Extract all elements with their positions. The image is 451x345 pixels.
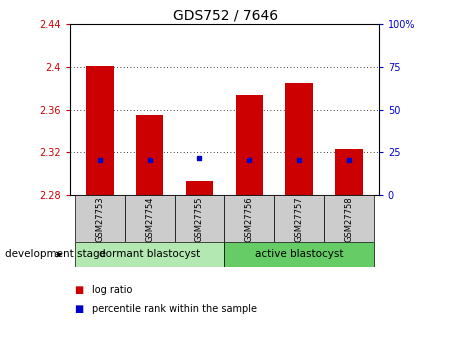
Bar [335,149,363,195]
Text: GDS752 / 7646: GDS752 / 7646 [173,9,278,23]
Bar [324,195,374,242]
Bar [285,83,313,195]
Bar [186,181,213,195]
Bar [75,241,225,267]
Text: GSM27757: GSM27757 [295,196,304,242]
Bar [225,195,274,242]
Text: log ratio: log ratio [92,285,133,295]
Text: GSM27755: GSM27755 [195,196,204,242]
Text: development stage: development stage [5,249,106,259]
Bar [86,66,114,195]
Bar [225,241,374,267]
Text: active blastocyst: active blastocyst [255,249,343,259]
Text: dormant blastocyst: dormant blastocyst [99,249,200,259]
Bar [274,195,324,242]
Text: GSM27753: GSM27753 [95,196,104,242]
Text: ■: ■ [74,285,84,295]
Bar [235,95,263,195]
Text: GSM27754: GSM27754 [145,196,154,242]
Text: percentile rank within the sample: percentile rank within the sample [92,304,258,314]
Bar [75,195,125,242]
Text: GSM27756: GSM27756 [245,196,254,242]
Text: ■: ■ [74,304,84,314]
Bar [136,115,163,195]
Bar [125,195,175,242]
Bar [175,195,225,242]
Text: GSM27758: GSM27758 [345,196,354,242]
